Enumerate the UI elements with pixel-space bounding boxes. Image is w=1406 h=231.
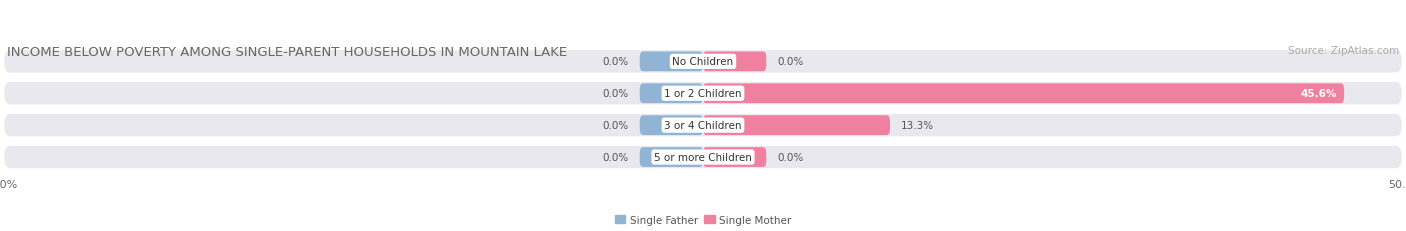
Text: 1 or 2 Children: 1 or 2 Children bbox=[664, 89, 742, 99]
Text: 0.0%: 0.0% bbox=[602, 89, 628, 99]
Text: 13.3%: 13.3% bbox=[901, 121, 935, 131]
Text: No Children: No Children bbox=[672, 57, 734, 67]
Text: 0.0%: 0.0% bbox=[778, 152, 804, 162]
FancyBboxPatch shape bbox=[703, 52, 766, 72]
Text: INCOME BELOW POVERTY AMONG SINGLE-PARENT HOUSEHOLDS IN MOUNTAIN LAKE: INCOME BELOW POVERTY AMONG SINGLE-PARENT… bbox=[7, 46, 567, 59]
Text: 0.0%: 0.0% bbox=[602, 152, 628, 162]
Text: 5 or more Children: 5 or more Children bbox=[654, 152, 752, 162]
FancyBboxPatch shape bbox=[640, 116, 703, 135]
FancyBboxPatch shape bbox=[4, 83, 1402, 105]
Text: 45.6%: 45.6% bbox=[1301, 89, 1337, 99]
FancyBboxPatch shape bbox=[640, 84, 703, 104]
FancyBboxPatch shape bbox=[703, 84, 1344, 104]
FancyBboxPatch shape bbox=[4, 115, 1402, 137]
Text: 0.0%: 0.0% bbox=[602, 121, 628, 131]
Text: 3 or 4 Children: 3 or 4 Children bbox=[664, 121, 742, 131]
Text: 0.0%: 0.0% bbox=[602, 57, 628, 67]
Text: Source: ZipAtlas.com: Source: ZipAtlas.com bbox=[1288, 46, 1399, 56]
FancyBboxPatch shape bbox=[703, 116, 890, 135]
FancyBboxPatch shape bbox=[4, 146, 1402, 168]
FancyBboxPatch shape bbox=[703, 148, 766, 167]
Text: 0.0%: 0.0% bbox=[778, 57, 804, 67]
Legend: Single Father, Single Mother: Single Father, Single Mother bbox=[610, 211, 796, 229]
FancyBboxPatch shape bbox=[640, 148, 703, 167]
FancyBboxPatch shape bbox=[640, 52, 703, 72]
FancyBboxPatch shape bbox=[4, 51, 1402, 73]
